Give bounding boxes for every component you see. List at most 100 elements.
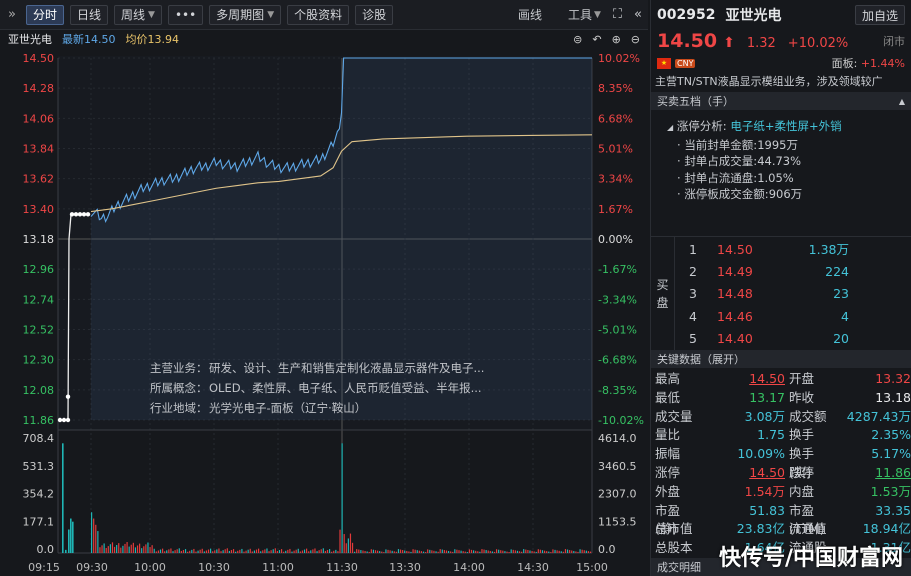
volume-bar <box>278 550 281 553</box>
currency-badge: CNY <box>675 58 696 68</box>
pct-tick-label: 10.02% <box>598 52 640 65</box>
volume-bar <box>587 551 590 553</box>
volume-bar <box>456 549 458 553</box>
volume-bar <box>531 550 533 553</box>
volume-bar <box>203 551 205 553</box>
pct-tick-label: 5.01% <box>598 143 633 156</box>
key-label: 内盘 <box>789 483 815 499</box>
tools-menu[interactable]: 工具 ▼ <box>568 6 601 23</box>
volume-bar <box>556 550 558 553</box>
annotation-label: 主营业务： <box>150 361 208 375</box>
volume-bar <box>174 550 176 553</box>
limit-item-4: · 涨停板成交金额:906万 <box>677 187 803 201</box>
key-value: 18.94亿 <box>862 521 911 537</box>
volume-bar <box>347 538 349 553</box>
chevron-down-icon: ▼ <box>148 9 155 20</box>
key-value: 10.09% <box>737 446 785 462</box>
volume-bar <box>546 551 548 553</box>
volume-bar <box>383 552 385 553</box>
volume-bar <box>579 549 581 553</box>
time-tick-label: 10:30 <box>198 561 230 574</box>
volume-bar <box>272 549 274 553</box>
volume-bar <box>566 549 569 553</box>
zoom-out-icon[interactable]: ⊖ <box>630 32 640 46</box>
sector-label[interactable]: 面板: <box>831 57 858 70</box>
add-watchlist-button[interactable]: 加自选 <box>854 5 905 25</box>
volume-bar <box>113 546 116 553</box>
stock-profile-button[interactable]: 个股资料 <box>287 4 350 25</box>
pct-tick-label: 8.35% <box>598 82 633 95</box>
expand-left-icon[interactable]: » <box>8 7 16 22</box>
volume-bar <box>585 550 587 553</box>
chevron-down-icon: ▼ <box>594 9 601 20</box>
pct-tick-label: 1.67% <box>598 203 633 216</box>
volume-bar <box>541 550 544 553</box>
price-tick-label: 12.52 <box>23 324 55 337</box>
zoom-in-icon[interactable]: ⊕ <box>611 32 621 46</box>
price-tick-label: 12.74 <box>23 293 55 306</box>
price-tick-label: 13.40 <box>23 203 55 216</box>
volume-bar <box>111 542 114 553</box>
expand-right-icon[interactable]: « <box>634 7 642 22</box>
amount-tick-label: 4614.0 <box>598 432 637 445</box>
limit-analysis-bullet: ◢ <box>667 123 674 132</box>
key-value: 1.53万 <box>870 483 911 499</box>
scroll-up-icon[interactable]: ▲ <box>898 96 905 106</box>
latest-price-label: 最新14.50 <box>62 33 116 46</box>
trade-detail-label: 成交明细 <box>657 561 701 574</box>
tab-daily[interactable]: 日线 <box>69 4 108 25</box>
timeshare-chart[interactable]: 14.50 10.02% 14.28 8.35% 14.06 6.68% 13.84 5.01… <box>0 48 648 576</box>
volume-bar <box>481 549 483 553</box>
volume-bar <box>287 549 289 553</box>
volume-bar <box>577 551 579 553</box>
multi-period-button[interactable]: 多周期图 ▼ <box>209 4 282 25</box>
volume-bar <box>525 549 527 553</box>
key-label: 振幅 <box>655 446 681 462</box>
volume-bar <box>157 550 159 553</box>
volume-bar <box>159 549 162 553</box>
volume-bar <box>441 549 443 553</box>
volume-bar <box>381 551 383 553</box>
trade-detail-tab[interactable]: 成交明细 <box>651 558 911 576</box>
key-label: 流通值 <box>789 521 827 537</box>
fullscreen-icon[interactable]: ⛶ <box>612 7 623 22</box>
volume-bar <box>255 549 258 553</box>
volume-bar <box>445 550 448 553</box>
volume-bar <box>339 529 341 553</box>
tab-timeshare[interactable]: 分时 <box>25 4 64 25</box>
volume-bar <box>397 549 400 553</box>
volume-bar <box>139 543 141 553</box>
tab-weekly[interactable]: 周线 ▼ <box>114 4 162 25</box>
order-book-header[interactable]: 买卖五档（手） ▲ <box>651 92 911 110</box>
volume-bar <box>184 549 187 553</box>
tools-label: 工具 <box>567 8 592 22</box>
more-periods-button[interactable]: ••• <box>167 4 204 25</box>
amount-tick-label: 3460.5 <box>598 460 637 473</box>
key-data-header[interactable]: 关键数据（展开） <box>651 350 911 368</box>
volume-bar <box>354 551 356 553</box>
volume-bar <box>187 551 189 553</box>
volume-bar <box>195 551 197 553</box>
volume-bar <box>120 547 122 553</box>
settings-icon[interactable]: ⊜ <box>573 32 583 46</box>
diagnose-button[interactable]: 诊股 <box>355 4 394 25</box>
bid-rows: 1 14.50 1.38万 2 14.49 224 3 14.48 23 4 14.46 4 5… <box>675 237 849 350</box>
volume-bar <box>224 549 226 553</box>
time-tick-label: 15:00 <box>576 561 608 574</box>
volume-bar <box>109 544 111 553</box>
volume-bar <box>260 551 262 553</box>
volume-bar <box>366 551 368 553</box>
volume-bar <box>464 551 466 553</box>
volume-bar <box>349 533 352 553</box>
undo-icon[interactable]: ↶ <box>592 32 602 46</box>
volume-bar <box>460 550 462 553</box>
volume-tick-label: 708.4 <box>23 432 55 445</box>
volume-bar <box>485 550 487 553</box>
volume-bar <box>191 549 193 553</box>
draw-line-button[interactable]: 画线 <box>517 8 542 22</box>
limit-analysis-tags[interactable]: 电子纸+柔性屏+外销 <box>730 119 842 133</box>
volume-bar <box>558 550 560 553</box>
tab-weekly-label: 周线 <box>121 8 146 22</box>
volume-bar <box>468 549 471 553</box>
volume-bar <box>141 548 143 553</box>
